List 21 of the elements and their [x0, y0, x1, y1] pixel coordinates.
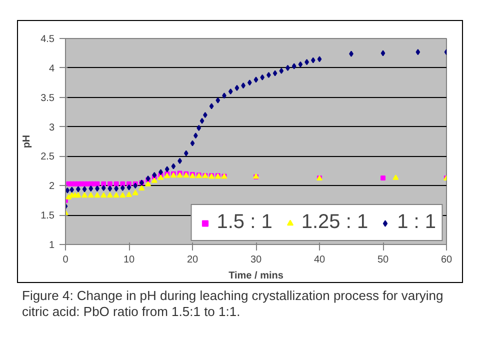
caption: Figure 4: Change in pH during leaching crystallization process for varying citric acid: PbO ratio from 1.5:1 to 1:1. — [22, 288, 444, 320]
y-tick-label: 4.5 — [40, 34, 55, 45]
x-tick-label: 10 — [123, 254, 135, 266]
y-tick-label: 2 — [48, 181, 55, 192]
y-tick-label: 4 — [48, 63, 55, 74]
x-tick-label: 0 — [62, 254, 69, 266]
x-tick-label: 50 — [377, 254, 389, 266]
x-tick-label: 40 — [314, 254, 326, 266]
legend-label: 1.5 : 1 — [216, 211, 272, 234]
y-tick-label: 1 — [48, 240, 55, 251]
y-axis-title: pH — [22, 134, 33, 148]
y-tick-label: 2.5 — [40, 152, 55, 163]
x-tick-label: 20 — [186, 254, 198, 266]
x-axis-title: Time / mins — [228, 270, 284, 282]
legend-label: 1.25 : 1 — [301, 211, 368, 234]
legend-label: 1 : 1 — [397, 211, 436, 234]
y-tick-label: 3 — [48, 122, 55, 134]
y-tick-label: 3.5 — [40, 92, 55, 104]
x-tick-label: 60 — [440, 254, 452, 266]
x-tick-label: 30 — [250, 254, 262, 266]
y-tick-label: 1.5 — [40, 210, 55, 222]
